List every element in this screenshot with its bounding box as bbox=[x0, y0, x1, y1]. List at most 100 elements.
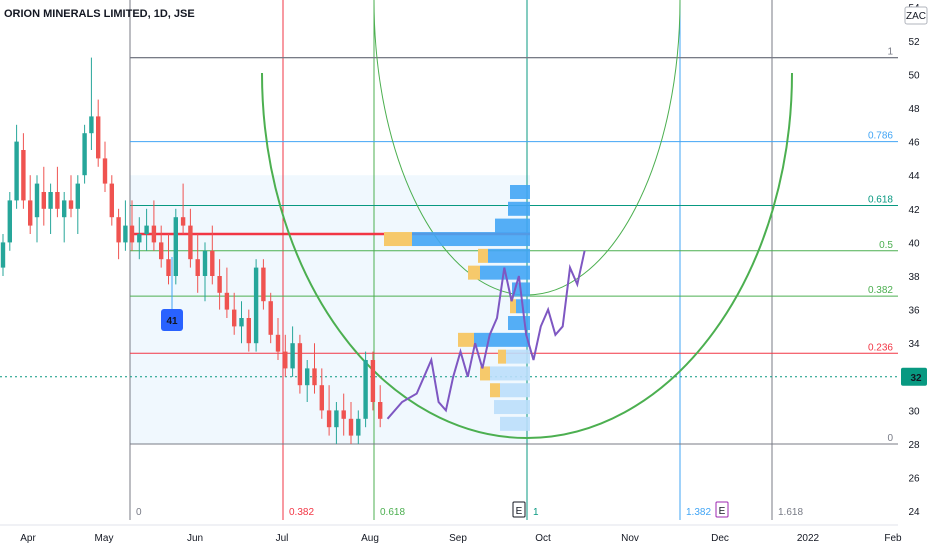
candle-body bbox=[75, 183, 80, 209]
candle-body bbox=[166, 259, 171, 276]
candle-body bbox=[151, 225, 157, 243]
volume-profile-bar bbox=[510, 299, 516, 314]
candle-body bbox=[283, 351, 288, 369]
fib-level-label: 0.618 bbox=[868, 194, 893, 205]
candle-body bbox=[102, 158, 108, 184]
candle-body bbox=[261, 267, 266, 302]
candle-body bbox=[144, 225, 149, 234]
price-tick-label: 44 bbox=[908, 171, 920, 182]
price-tick-label: 46 bbox=[908, 138, 920, 149]
candle-body bbox=[275, 334, 281, 352]
candle-body bbox=[363, 360, 368, 419]
earnings-marker-text: E bbox=[516, 506, 523, 517]
count-badge bbox=[161, 309, 183, 331]
fib-time-label: 0.618 bbox=[380, 507, 405, 518]
price-axis-background bbox=[898, 0, 932, 550]
candle-body bbox=[55, 192, 60, 209]
candle-body bbox=[326, 410, 332, 428]
volume-profile-bar bbox=[488, 248, 530, 263]
count-badge-text: 41 bbox=[166, 316, 178, 327]
currency-badge-text: ZAC bbox=[906, 11, 926, 22]
volume-profile-bar bbox=[506, 349, 530, 364]
candle-body bbox=[202, 250, 208, 276]
price-tick-label: 38 bbox=[908, 272, 920, 283]
fib-level-label: 0.5 bbox=[879, 240, 893, 251]
candle-body bbox=[378, 402, 383, 419]
candle-body bbox=[341, 410, 346, 419]
last-price-tag bbox=[901, 367, 927, 386]
fib-time-label: 1.618 bbox=[778, 507, 803, 518]
time-tick-label: Apr bbox=[20, 533, 36, 544]
volume-profile-bar bbox=[384, 232, 412, 247]
candle-body bbox=[123, 225, 128, 243]
candle-body bbox=[239, 318, 244, 327]
time-tick-label: May bbox=[95, 533, 114, 544]
fib-zone-fill bbox=[130, 175, 530, 444]
candle-body bbox=[48, 192, 53, 209]
candle-body bbox=[41, 192, 46, 209]
candle-body bbox=[232, 309, 237, 327]
candle-body bbox=[173, 217, 178, 276]
candle-body bbox=[82, 133, 87, 176]
candle-body bbox=[312, 368, 317, 386]
candle-body bbox=[28, 200, 33, 226]
candle-body bbox=[14, 141, 19, 201]
time-tick-label: Jul bbox=[276, 533, 289, 544]
price-tick-label: 48 bbox=[908, 104, 920, 115]
candle-body bbox=[180, 217, 186, 226]
candle-body bbox=[370, 360, 376, 402]
volume-profile-bar bbox=[510, 185, 530, 199]
candle-body bbox=[137, 234, 142, 243]
fib-arc-large bbox=[261, 72, 793, 439]
price-tick-label: 36 bbox=[908, 306, 920, 317]
projection-line bbox=[386, 250, 586, 420]
last-price-tag-text: 32 bbox=[910, 373, 922, 384]
fib-time-label: 0 bbox=[136, 507, 142, 518]
price-tick-label: 50 bbox=[908, 70, 920, 81]
candle-body bbox=[224, 292, 230, 310]
candle-body bbox=[188, 225, 193, 260]
volume-profile-bar bbox=[490, 366, 530, 381]
candle-body bbox=[159, 242, 164, 260]
price-tick-label: 26 bbox=[908, 474, 920, 485]
price-tick-label: 28 bbox=[908, 440, 920, 451]
time-tick-label: Jun bbox=[187, 533, 203, 544]
candle-body bbox=[34, 183, 40, 218]
candle-body bbox=[21, 150, 26, 201]
candle-body bbox=[217, 276, 222, 293]
price-tick-label: 40 bbox=[908, 238, 920, 249]
candle-body bbox=[129, 225, 135, 243]
time-tick-label: Sep bbox=[449, 533, 467, 544]
volume-profile-bar bbox=[500, 383, 530, 398]
volume-profile-bar bbox=[494, 400, 530, 415]
price-tick-label: 24 bbox=[908, 507, 920, 518]
candle-body bbox=[7, 200, 12, 243]
volume-profile-bar bbox=[468, 265, 480, 280]
earnings-marker bbox=[512, 501, 526, 518]
candle-body bbox=[96, 116, 101, 159]
candle-body bbox=[89, 116, 94, 134]
fib-time-label: 1.382 bbox=[686, 507, 711, 518]
fib-level-label: 0.382 bbox=[868, 285, 893, 296]
earnings-marker bbox=[715, 501, 729, 518]
candle-body bbox=[268, 301, 273, 335]
price-tick-label: 30 bbox=[908, 406, 920, 417]
volume-profile-bar bbox=[478, 248, 488, 263]
volume-profile-bar bbox=[508, 201, 530, 216]
currency-badge bbox=[904, 6, 928, 25]
volume-profile-bar bbox=[458, 332, 474, 347]
time-tick-label: Dec bbox=[711, 533, 729, 544]
candle-body bbox=[246, 318, 251, 344]
candle-body bbox=[305, 368, 310, 386]
fib-level-label: 0.786 bbox=[868, 131, 893, 142]
fib-level-label: 0.236 bbox=[868, 342, 893, 353]
candle-body bbox=[195, 259, 200, 276]
candle-body bbox=[253, 267, 259, 344]
candle-body bbox=[0, 242, 6, 268]
volume-profile-bar bbox=[508, 316, 530, 331]
candle-body bbox=[348, 418, 354, 436]
volume-profile-bar bbox=[480, 366, 490, 381]
time-tick-label: Aug bbox=[361, 533, 379, 544]
time-tick-label: Nov bbox=[621, 533, 639, 544]
